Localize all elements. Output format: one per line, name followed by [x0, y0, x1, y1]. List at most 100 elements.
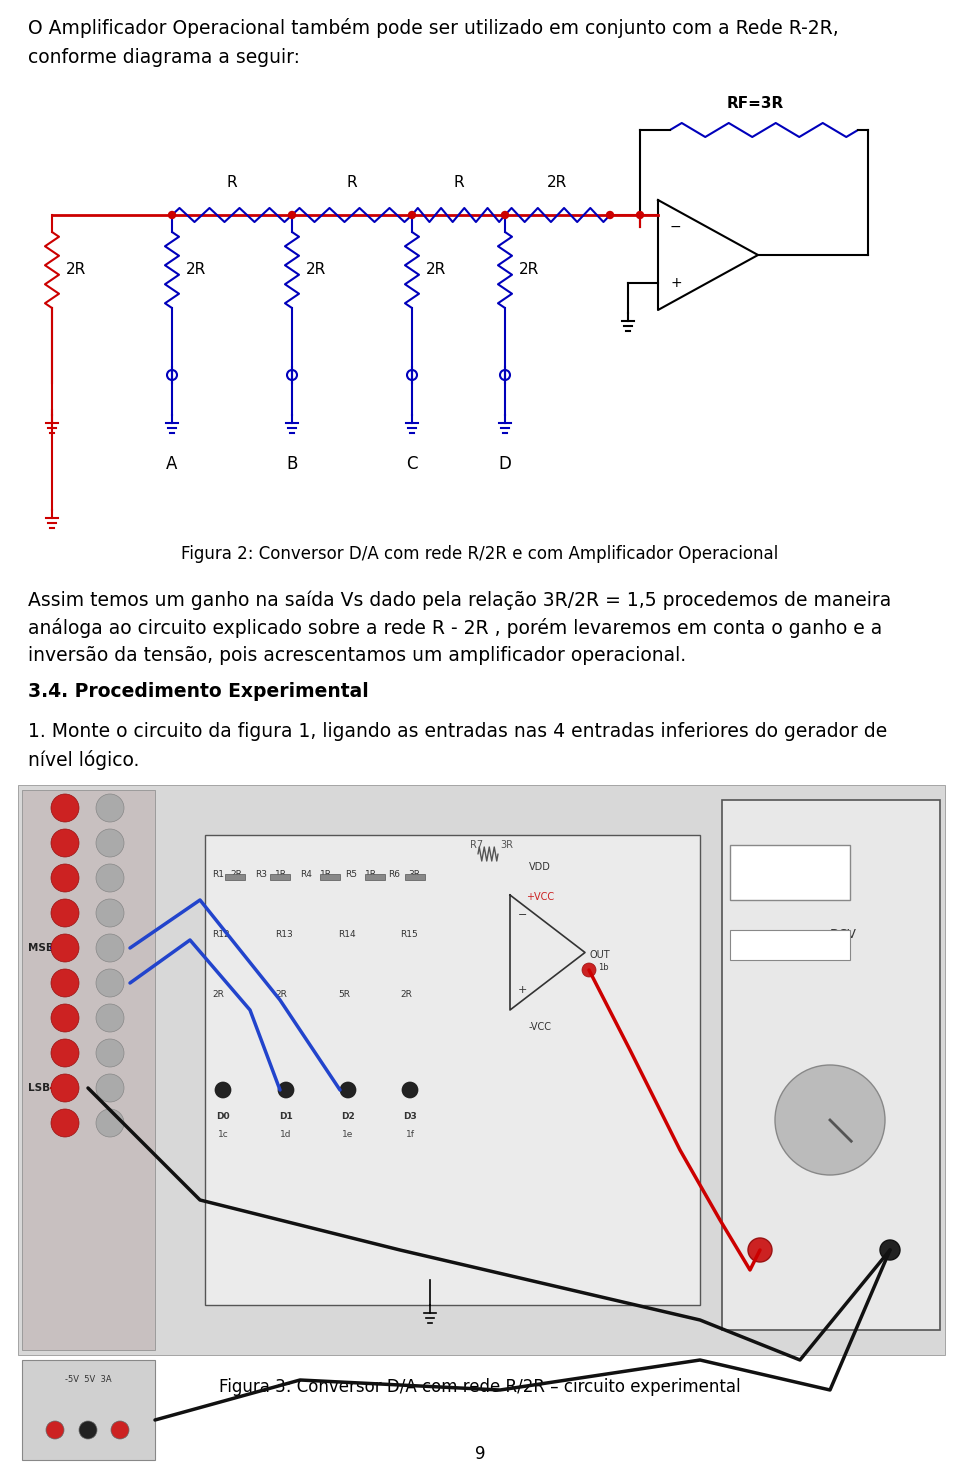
Text: Assim temos um ganho na saída Vs dado pela relação 3R/2R = 1,5 procedemos de man: Assim temos um ganho na saída Vs dado pe…: [28, 590, 891, 609]
Text: 2R: 2R: [400, 990, 412, 999]
Circle shape: [79, 1422, 97, 1439]
Text: C: C: [406, 455, 418, 472]
Circle shape: [51, 829, 79, 857]
Text: −: −: [670, 220, 682, 235]
Text: 3R: 3R: [408, 870, 420, 879]
Circle shape: [96, 970, 124, 998]
Text: 3.4. Procedimento Experimental: 3.4. Procedimento Experimental: [28, 682, 369, 701]
Text: R1: R1: [212, 870, 224, 879]
Text: 3R: 3R: [500, 841, 513, 849]
Text: nível lógico.: nível lógico.: [28, 750, 139, 770]
Text: 2R: 2R: [212, 990, 224, 999]
Circle shape: [278, 1083, 294, 1097]
Circle shape: [96, 864, 124, 892]
Text: análoga ao circuito explicado sobre a rede R - 2R , porém levaremos em conta o g: análoga ao circuito explicado sobre a re…: [28, 618, 882, 638]
Circle shape: [111, 1422, 129, 1439]
Text: 2R: 2R: [306, 263, 326, 277]
Text: R: R: [347, 175, 357, 191]
Text: R5: R5: [345, 870, 357, 879]
Circle shape: [96, 1039, 124, 1067]
Text: 9: 9: [475, 1445, 485, 1463]
Circle shape: [96, 1003, 124, 1031]
Text: Figura 2: Conversor D/A com rede R/2R e com Amplificador Operacional: Figura 2: Conversor D/A com rede R/2R e …: [181, 546, 779, 563]
Text: O Amplificador Operacional também pode ser utilizado em conjunto com a Rede R-2R: O Amplificador Operacional também pode s…: [28, 18, 839, 38]
Text: 1e: 1e: [343, 1130, 353, 1138]
Text: 2R: 2R: [186, 263, 206, 277]
Text: RF=3R: RF=3R: [727, 95, 783, 111]
Circle shape: [409, 211, 416, 219]
Circle shape: [96, 794, 124, 822]
Bar: [205, 835, 700, 1306]
Circle shape: [169, 211, 176, 219]
Text: R15: R15: [400, 930, 418, 939]
Circle shape: [51, 794, 79, 822]
Circle shape: [880, 1240, 900, 1260]
Circle shape: [51, 1109, 79, 1137]
Text: R12: R12: [212, 930, 229, 939]
Circle shape: [748, 1238, 772, 1262]
Text: MSB: MSB: [28, 943, 54, 954]
Text: -5V  5V  3A: -5V 5V 3A: [64, 1375, 111, 1383]
Text: R3: R3: [255, 870, 267, 879]
Text: 1b: 1b: [598, 962, 609, 971]
Circle shape: [607, 211, 613, 219]
Bar: [270, 874, 290, 880]
Text: 2R: 2R: [426, 263, 446, 277]
Circle shape: [51, 1074, 79, 1102]
Text: 1R: 1R: [365, 870, 377, 879]
Text: R14: R14: [338, 930, 355, 939]
Bar: [730, 930, 850, 959]
Text: OUT: OUT: [590, 951, 611, 959]
Text: R6: R6: [388, 870, 400, 879]
Text: +: +: [518, 984, 527, 995]
Text: D3: D3: [403, 1112, 417, 1121]
Circle shape: [46, 1422, 64, 1439]
Circle shape: [51, 864, 79, 892]
Text: 1f: 1f: [405, 1130, 415, 1138]
Bar: [22, 1360, 155, 1460]
Text: R4: R4: [300, 870, 312, 879]
Text: R: R: [453, 175, 464, 191]
Text: Figura 3: Conversor D/A com rede R/2R – circuito experimental: Figura 3: Conversor D/A com rede R/2R – …: [219, 1378, 741, 1397]
Text: +: +: [670, 276, 682, 290]
Circle shape: [340, 1083, 356, 1097]
Text: 1R: 1R: [275, 870, 287, 879]
Text: conforme diagrama a seguir:: conforme diagrama a seguir:: [28, 48, 300, 67]
Text: 2R: 2R: [519, 263, 540, 277]
Circle shape: [51, 934, 79, 962]
Text: D0: D0: [216, 1112, 229, 1121]
Text: 2R: 2R: [547, 175, 567, 191]
Bar: [405, 874, 425, 880]
Text: inversão da tensão, pois acrescentamos um amplificador operacional.: inversão da tensão, pois acrescentamos u…: [28, 645, 686, 665]
Text: 5R: 5R: [338, 990, 350, 999]
Circle shape: [501, 211, 509, 219]
Bar: [722, 800, 940, 1331]
Text: 1. Monte o circuito da figura 1, ligando as entradas nas 4 entradas inferiores d: 1. Monte o circuito da figura 1, ligando…: [28, 722, 887, 741]
Text: -VCC: -VCC: [529, 1022, 551, 1031]
Circle shape: [96, 934, 124, 962]
Text: LSB: LSB: [28, 1083, 50, 1093]
Text: DCV: DCV: [830, 929, 857, 940]
Circle shape: [51, 970, 79, 998]
Circle shape: [51, 899, 79, 927]
Circle shape: [775, 1065, 885, 1175]
Text: +VCC: +VCC: [526, 892, 554, 902]
Text: 2R: 2R: [66, 263, 86, 277]
Circle shape: [96, 899, 124, 927]
Bar: [730, 845, 850, 899]
Circle shape: [96, 1109, 124, 1137]
Text: R: R: [227, 175, 237, 191]
Bar: [225, 874, 245, 880]
Circle shape: [96, 1074, 124, 1102]
Text: D2: D2: [341, 1112, 355, 1121]
Bar: [18, 785, 945, 1356]
Text: A: A: [166, 455, 178, 472]
Bar: [320, 874, 340, 880]
Text: VDD: VDD: [529, 863, 551, 871]
Circle shape: [636, 211, 643, 219]
Text: −: −: [518, 910, 527, 920]
Circle shape: [96, 829, 124, 857]
Text: D1: D1: [279, 1112, 293, 1121]
Bar: [365, 874, 385, 880]
Text: 1R: 1R: [320, 870, 332, 879]
